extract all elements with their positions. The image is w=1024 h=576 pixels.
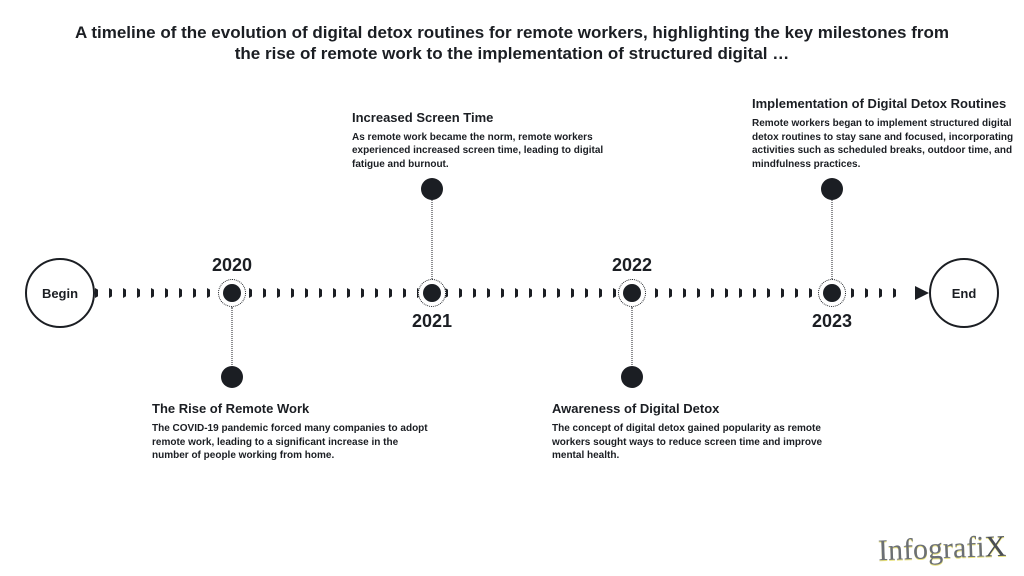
axis-chevron xyxy=(165,288,179,298)
page-title: A timeline of the evolution of digital d… xyxy=(60,22,964,65)
milestone-year: 2023 xyxy=(812,311,852,332)
logo-text: Infografi xyxy=(877,531,985,568)
end-label: End xyxy=(952,286,977,301)
axis-chevron xyxy=(179,288,193,298)
milestone-body: As remote work became the norm, remote w… xyxy=(352,131,632,172)
axis-chevron xyxy=(403,288,417,298)
axis-chevron xyxy=(375,288,389,298)
axis-chevron xyxy=(767,288,781,298)
axis-chevron xyxy=(865,288,879,298)
axis-chevron xyxy=(739,288,753,298)
axis-chevron xyxy=(725,288,739,298)
milestone-terminal-dot xyxy=(621,366,643,388)
milestone-heading: Implementation of Digital Detox Routines xyxy=(752,96,1024,111)
axis-chevron xyxy=(193,288,207,298)
milestone-terminal-dot xyxy=(421,178,443,200)
axis-chevron xyxy=(319,288,333,298)
axis-chevron xyxy=(529,288,543,298)
axis-chevron xyxy=(123,288,137,298)
milestone-node xyxy=(823,284,841,302)
axis-chevron xyxy=(599,288,613,298)
axis-chevron xyxy=(753,288,767,298)
axis-chevron xyxy=(669,288,683,298)
milestone-terminal-dot xyxy=(821,178,843,200)
milestone-stem xyxy=(832,189,833,279)
axis-chevron xyxy=(781,288,795,298)
axis-chevron xyxy=(277,288,291,298)
begin-label: Begin xyxy=(42,286,78,301)
axis-chevron xyxy=(95,288,109,298)
axis-chevron xyxy=(333,288,347,298)
axis-chevron xyxy=(151,288,165,298)
axis-chevron xyxy=(361,288,375,298)
milestone-heading: Increased Screen Time xyxy=(352,110,632,125)
milestone-body: Remote workers began to implement struct… xyxy=(752,117,1024,171)
axis-chevron xyxy=(445,288,459,298)
axis-chevron xyxy=(795,288,809,298)
milestone-node xyxy=(623,284,641,302)
axis-chevron xyxy=(291,288,305,298)
milestone-block: Awareness of Digital Detox The concept of… xyxy=(552,401,832,463)
milestone-block: Increased Screen Time As remote work beca… xyxy=(352,110,632,172)
axis-chevron xyxy=(347,288,361,298)
milestone-heading: Awareness of Digital Detox xyxy=(552,401,832,416)
axis-chevron xyxy=(305,288,319,298)
axis-chevron xyxy=(879,288,893,298)
logo-suffix: X xyxy=(984,530,1007,564)
axis-chevron xyxy=(711,288,725,298)
axis-chevron xyxy=(557,288,571,298)
milestone-heading: The Rise of Remote Work xyxy=(152,401,432,416)
milestone-body: The concept of digital detox gained popu… xyxy=(552,422,832,463)
axis-chevron xyxy=(571,288,585,298)
axis-chevron xyxy=(249,288,263,298)
axis-chevron xyxy=(487,288,501,298)
axis-chevron xyxy=(473,288,487,298)
axis-chevron xyxy=(683,288,697,298)
axis-chevron xyxy=(263,288,277,298)
axis-arrowhead xyxy=(915,286,929,300)
axis-chevron xyxy=(893,288,907,298)
end-cap: End xyxy=(929,258,999,328)
axis-chevron xyxy=(109,288,123,298)
axis-chevron xyxy=(389,288,403,298)
axis-chevron xyxy=(697,288,711,298)
axis-chevron xyxy=(655,288,669,298)
timeline-infographic: A timeline of the evolution of digital d… xyxy=(0,0,1024,576)
axis-chevron xyxy=(459,288,473,298)
milestone-node xyxy=(223,284,241,302)
milestone-body: The COVID-19 pandemic forced many compan… xyxy=(152,422,432,463)
milestone-year: 2021 xyxy=(412,311,452,332)
brand-logo: InfografiX xyxy=(877,530,1006,568)
axis-chevron xyxy=(137,288,151,298)
milestone-terminal-dot xyxy=(221,366,243,388)
axis-chevron xyxy=(515,288,529,298)
axis-chevron xyxy=(851,288,865,298)
axis-chevron xyxy=(501,288,515,298)
axis-chevron xyxy=(585,288,599,298)
axis-chevron xyxy=(543,288,557,298)
milestone-stem xyxy=(432,189,433,279)
milestone-block: Implementation of Digital Detox Routines… xyxy=(752,96,1024,171)
begin-cap: Begin xyxy=(25,258,95,328)
milestone-node xyxy=(423,284,441,302)
milestone-year: 2020 xyxy=(212,255,252,276)
milestone-year: 2022 xyxy=(612,255,652,276)
milestone-block: The Rise of Remote Work The COVID-19 pand… xyxy=(152,401,432,463)
